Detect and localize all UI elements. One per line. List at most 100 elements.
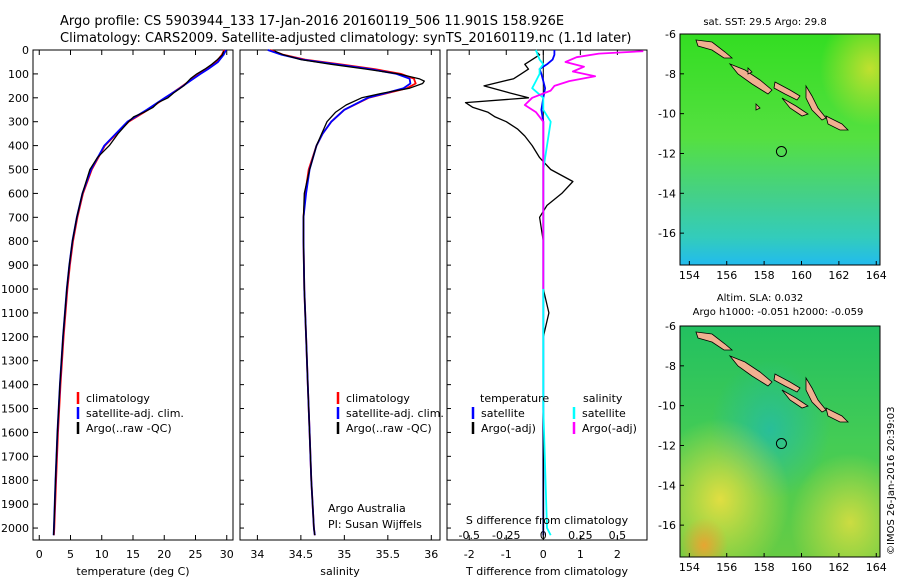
series-line-s-argo-adj- [523, 50, 644, 289]
y-tick-label: 0 [22, 44, 29, 57]
argo-location-marker [775, 146, 787, 158]
map-x-tick-label: 154 [679, 561, 700, 574]
x-tick-label: -1 [501, 548, 512, 561]
temperature-legend: climatology satellite-adj. clim. Argo(..… [76, 392, 184, 435]
legend-label-argo: Argo(..raw -QC) [346, 422, 432, 435]
sla-orange-patch [680, 326, 880, 557]
annotation-argo-australia: Argo Australia [328, 502, 406, 515]
legend-salinity-title: salinity [583, 392, 623, 405]
legend-label-climatology: climatology [346, 392, 410, 405]
legend-label-climatology: climatology [86, 392, 150, 405]
map-x-tick-label: 160 [791, 561, 812, 574]
y-tick-label: 300 [8, 116, 29, 129]
x-tick-label: 34.5 [289, 548, 314, 561]
x-tick-label: 34 [250, 548, 264, 561]
x-tick-label: 30 [220, 548, 234, 561]
sst-map-frame [679, 33, 881, 266]
s-tick-label: -0.5 [458, 529, 479, 542]
sla-map-subtitle: Argo h1000: -0.051 h2000: -0.059 [693, 307, 864, 318]
series-line-argo-raw-qc- [274, 50, 425, 536]
series-line-climatology [270, 49, 417, 536]
sla-map-ticks: 154 156 158 160 162 164 -6 -8 -10 -12 -14 -16 [658, 320, 887, 574]
temperature-panel-frame [32, 49, 234, 541]
salinity-axis-label: salinity [320, 565, 360, 578]
legend-label-satellite: satellite-adj. clim. [346, 407, 444, 420]
sst-map-title: sat. SST: 29.5 Argo: 29.8 [703, 17, 826, 28]
map-x-tick-label: 162 [828, 561, 849, 574]
legend-label-s-argo: Argo(-adj) [582, 422, 637, 435]
x-tick-label: 0 [36, 548, 43, 561]
y-tick-label: 1800 [1, 474, 29, 487]
temperature-axis-label: temperature (deg C) [76, 565, 189, 578]
map-x-tick-label: 158 [754, 269, 775, 282]
x-tick-label: 15 [126, 548, 140, 561]
sst-hot-patch [680, 34, 880, 265]
series-line-t-argo-adj- [464, 50, 574, 536]
salinity-plot: 34 34.5 35 35.5 36 [240, 49, 438, 561]
map-y-tick-label: -16 [658, 519, 676, 532]
series-line-satellite-adj-clim- [52, 49, 227, 536]
x-tick-label: 10 [95, 548, 109, 561]
s-tick-label: -0.25 [492, 529, 520, 542]
y-tick-label: 1100 [1, 307, 29, 320]
y-tick-label: 700 [8, 211, 29, 224]
y-tick-label: 1600 [1, 426, 29, 439]
sst-map-ticks: 154 156 158 160 162 164 -6 -8 -10 -12 -14 -16 [658, 28, 887, 282]
s-tick-label: 0.25 [568, 529, 593, 542]
x-tick-label: 1 [577, 548, 584, 561]
y-tick-label: 1300 [1, 355, 29, 368]
figure-title-line2: Climatology: CARS2009. Satellite-adjuste… [60, 31, 632, 46]
y-tick-label: 1700 [1, 450, 29, 463]
map-y-tick-label: -10 [658, 108, 676, 121]
sst-islands [695, 39, 849, 131]
t-difference-axis-label: T difference from climatology [465, 565, 628, 578]
sla-map: Altim. SLA: 0.032 Argo h1000: -0.051 h20… [658, 293, 887, 574]
y-tick-label: 2000 [1, 522, 29, 535]
imos-timestamp: ©IMOS 26-Jan-2016 20:39:03 [886, 407, 897, 555]
annotation-pi: PI: Susan Wijffels [328, 518, 422, 531]
salinity-legend: climatology satellite-adj. clim. Argo(..… [328, 392, 444, 531]
y-tick-label: 900 [8, 259, 29, 272]
map-y-tick-label: -12 [658, 147, 676, 160]
y-tick-label: 200 [8, 92, 29, 105]
map-y-tick-label: -10 [658, 400, 676, 413]
y-tick-label: 1500 [1, 403, 29, 416]
legend-temperature-title: temperature [480, 392, 549, 405]
y-tick-label: 500 [8, 164, 29, 177]
y-tick-label: 100 [8, 68, 29, 81]
series-line-s-satellite [531, 49, 552, 536]
x-tick-label: 25 [189, 548, 203, 561]
map-x-tick-label: 156 [716, 561, 737, 574]
map-y-tick-label: -6 [665, 28, 676, 41]
map-x-tick-label: 156 [716, 269, 737, 282]
legend-label-t-argo: Argo(-adj) [481, 422, 536, 435]
x-tick-label: 0 [540, 548, 547, 561]
map-x-tick-label: 158 [754, 561, 775, 574]
salinity-panel-frame [239, 49, 441, 541]
s-difference-axis-label: S difference from climatology [466, 514, 629, 527]
sla-map-frame [679, 325, 881, 558]
map-x-tick-label: 164 [866, 561, 887, 574]
map-x-tick-label: 162 [828, 269, 849, 282]
s-tick-label: 0.5 [609, 529, 627, 542]
figure-title-line1: Argo profile: CS 5903944_133 17-Jan-2016… [60, 14, 564, 29]
y-tick-label: 600 [8, 187, 29, 200]
legend-label-s-satellite: satellite [582, 407, 626, 420]
y-tick-label: 800 [8, 235, 29, 248]
series-line-argo-raw-qc- [52, 50, 225, 536]
map-y-tick-label: -12 [658, 439, 676, 452]
y-tick-label: 400 [8, 140, 29, 153]
x-tick-label: 5 [67, 548, 74, 561]
y-tick-label: 1900 [1, 498, 29, 511]
y-tick-label: 1000 [1, 283, 29, 296]
x-tick-label: 35 [337, 548, 351, 561]
sla-islands [695, 331, 849, 423]
difference-panel-frame [446, 49, 648, 541]
map-x-tick-label: 164 [866, 269, 887, 282]
x-tick-label: 35.5 [376, 548, 401, 561]
map-y-tick-label: -14 [658, 187, 676, 200]
map-y-tick-label: -8 [665, 360, 676, 373]
legend-label-argo: Argo(..raw -QC) [86, 422, 172, 435]
